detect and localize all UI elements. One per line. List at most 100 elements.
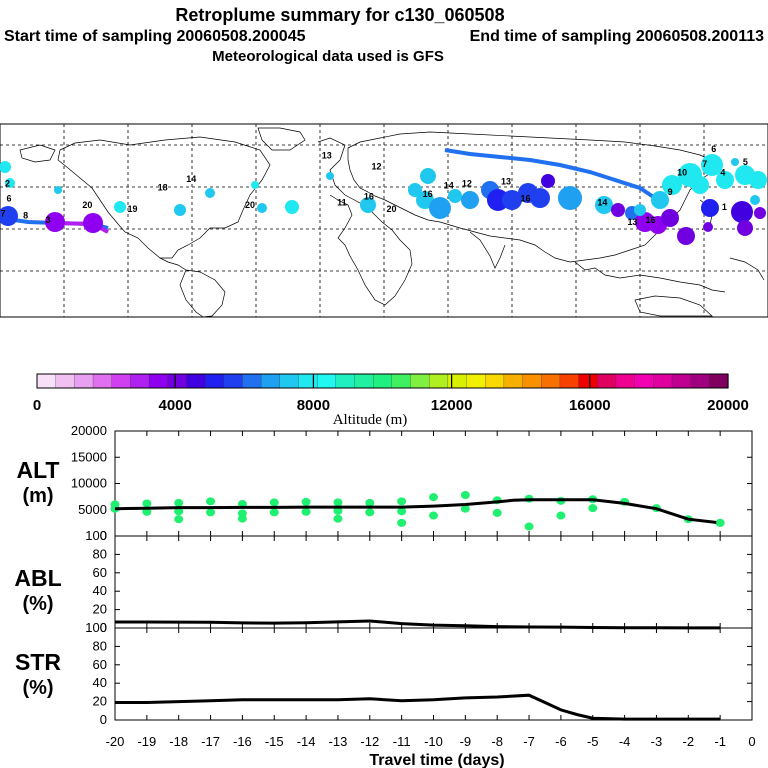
colorbar-cell	[447, 373, 468, 389]
met-data-label: Meteorological data used is GFS	[212, 48, 444, 65]
alt-scatter-point	[301, 507, 311, 516]
x-tick-label: -5	[587, 734, 599, 749]
y-tick-label: 5000	[78, 502, 107, 517]
map-marker-label: 2	[5, 178, 10, 188]
marker-dot	[731, 158, 739, 166]
y-tick-label: 60	[93, 657, 107, 672]
colorbar-cell	[597, 373, 617, 389]
y-tick-label: 0	[100, 528, 107, 543]
marker-dot	[257, 203, 267, 213]
map-marker-label: 6	[711, 144, 716, 154]
panel-str: STR (%)	[15, 627, 753, 721]
map-marker-label: 1	[722, 202, 727, 212]
marker-dot	[408, 183, 422, 197]
colorbar-cell	[690, 373, 710, 389]
alt-scatter-point	[556, 511, 566, 520]
x-tick-label: -19	[137, 734, 156, 749]
marker-dot	[448, 189, 462, 203]
x-tick-label: -11	[393, 734, 411, 749]
map-marker-label: 7	[1, 208, 6, 218]
alt-scatter-point	[333, 498, 343, 507]
abl-panel-label: ABL	[14, 565, 61, 591]
abl-panel-unit: (%)	[22, 593, 53, 615]
colorbar-cell	[92, 373, 113, 389]
marker-dot	[611, 203, 625, 217]
y-tick-label: 100	[85, 620, 107, 635]
map-marker-label: 14	[444, 181, 454, 191]
alt-panel-unit: (m)	[22, 485, 53, 507]
map-marker-label: 11	[337, 198, 347, 208]
series-str: 0 20 40 60 80 100	[85, 620, 753, 727]
marker-dot	[0, 206, 18, 226]
y-tick-label: 60	[93, 565, 107, 580]
marker-dot	[737, 220, 753, 236]
series-line-abl	[115, 619, 721, 630]
colorbar-cell	[335, 373, 356, 389]
y-tick-label: 15000	[71, 449, 107, 464]
marker-dot	[703, 222, 713, 232]
y-tick-label: 20000	[71, 423, 107, 438]
alt-scatter-point	[397, 518, 407, 527]
y-tick-label: 40	[93, 675, 107, 690]
marker-dot	[420, 168, 436, 184]
map-marker-label: 20	[82, 200, 92, 210]
marker-dot	[541, 174, 555, 188]
x-tick-label: 0	[748, 734, 755, 749]
alt-scatter-point	[174, 507, 184, 516]
alt-scatter-point	[397, 507, 407, 516]
marker-dot	[5, 178, 15, 188]
alt-scatter-point	[333, 514, 343, 523]
str-panel-label: STR	[15, 649, 61, 675]
x-tick-label: -3	[651, 734, 663, 749]
colorbar-cell	[709, 373, 729, 389]
start-time-label: Start time of sampling 20060508.200045	[4, 28, 306, 45]
map-marker-label: 18	[158, 183, 168, 193]
x-tick-label: -8	[491, 734, 503, 749]
y-tick-label: 10000	[71, 476, 107, 491]
alt-scatter-point	[174, 515, 184, 524]
marker-dot	[749, 171, 767, 189]
map-marker-label: 14	[597, 198, 607, 208]
map-marker-label: 8	[23, 211, 28, 221]
x-tick-label: -13	[329, 734, 348, 749]
x-tick-label: -18	[169, 734, 188, 749]
alt-scatter-point	[142, 499, 152, 508]
colorbar-cell	[391, 373, 412, 389]
end-time-label: End time of sampling 20060508.200113	[470, 28, 764, 45]
panel-abl: ABL (%)	[14, 535, 753, 629]
alt-scatter-point	[460, 491, 470, 500]
colorbar-cell	[466, 373, 486, 389]
alt-scatter-point	[142, 507, 152, 516]
colorbar-cell	[503, 373, 524, 389]
map-marker-label: 13	[627, 217, 637, 227]
map-marker-label: 4	[720, 168, 725, 178]
colorbar-cell	[634, 373, 654, 389]
time-series-panels: ALT (m) ABL (%) STR (%) 0500010000150002…	[14, 423, 755, 768]
y-tick-label: 40	[93, 583, 107, 598]
colorbar-cell	[111, 373, 132, 389]
colorbar-tick-label: 8000	[297, 397, 330, 414]
colorbar-label: Altitude (m)	[333, 412, 408, 428]
x-tick-label: -2	[683, 734, 695, 749]
map-marker-label: 20	[387, 204, 397, 214]
x-tick-label: -1	[714, 734, 726, 749]
marker-dot	[754, 207, 766, 219]
colorbar-cell	[354, 373, 374, 389]
alt-scatter-point	[206, 497, 216, 506]
series-line-alt	[114, 498, 721, 525]
marker-dot	[251, 181, 259, 189]
marker-dot	[750, 195, 760, 205]
marker-dot	[502, 190, 522, 210]
x-tick-label: -10	[424, 734, 443, 749]
alt-scatter-point	[397, 497, 407, 506]
altitude-colorbar: 0 4000 8000 12000 16000 20000 Altitude (m)	[33, 373, 749, 428]
marker-dot	[661, 209, 679, 227]
alt-scatter-point	[365, 508, 375, 517]
alt-scatter-point	[206, 508, 216, 517]
colorbar-cell	[316, 373, 337, 389]
colorbar-cell	[522, 373, 542, 389]
map-marker-label: 6	[7, 193, 12, 203]
x-tick-label: -4	[619, 734, 631, 749]
marker-dot	[487, 189, 509, 211]
